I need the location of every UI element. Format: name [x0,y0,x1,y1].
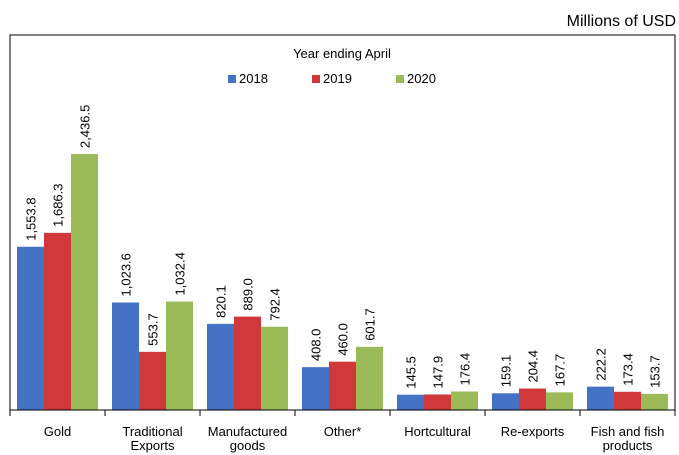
bar [356,346,383,410]
bar [329,361,356,410]
x-tick-label: Manufactured goods [207,424,288,453]
bar [302,367,329,410]
value-label: 2,436.5 [78,105,93,148]
bar [519,388,546,410]
value-label: 222.2 [594,348,609,381]
x-tick-label: Hortcultural [404,424,471,439]
x-tick-label: Gold [43,424,72,439]
value-label: 601.7 [363,308,378,341]
value-label: 792.4 [268,288,283,321]
bar [139,351,166,410]
value-label: 889.0 [241,278,256,311]
bar [234,316,261,410]
value-label: 167.7 [553,354,568,387]
legend-swatch [228,75,236,83]
legend-label: 2019 [323,71,352,86]
bar [166,301,193,410]
legend-swatch [396,75,404,83]
bar [641,393,668,410]
bar [492,393,519,410]
bar [451,391,478,410]
x-tick-label: Re-exports [500,424,565,439]
x-tick-label: Fish and fish products [590,424,665,453]
value-label: 159.1 [499,355,514,388]
bar [112,302,139,410]
bar [207,323,234,410]
value-label: 460.0 [336,323,351,356]
value-label: 145.5 [404,356,419,389]
bar [261,326,288,410]
bar [546,392,573,410]
value-label: 153.7 [648,355,663,388]
bar [614,391,641,410]
value-label: 553.7 [146,313,161,346]
x-tick-label: Other* [323,424,362,439]
bar [17,246,44,410]
value-label: 204.4 [526,350,541,383]
legend-swatch [312,75,320,83]
value-label: 173.4 [621,353,636,386]
value-label: 176.4 [458,353,473,386]
legend-label: 2018 [239,71,268,86]
x-tick-label: Traditional Exports [122,424,183,453]
value-label: 1,023.6 [119,253,134,296]
value-label: 408.0 [309,329,324,362]
bar [424,394,451,410]
value-label: 147.9 [431,356,446,389]
bar [71,154,98,410]
value-label: 820.1 [214,285,229,318]
value-label: 1,032.4 [173,252,188,295]
unit-label: Millions of USD [567,13,676,30]
legend-label: 2020 [407,71,436,86]
bar [397,394,424,410]
bar [44,232,71,410]
value-label: 1,553.8 [24,197,39,240]
bar [587,386,614,410]
legend-title: Year ending April [293,46,391,61]
value-label: 1,686.3 [51,183,66,226]
